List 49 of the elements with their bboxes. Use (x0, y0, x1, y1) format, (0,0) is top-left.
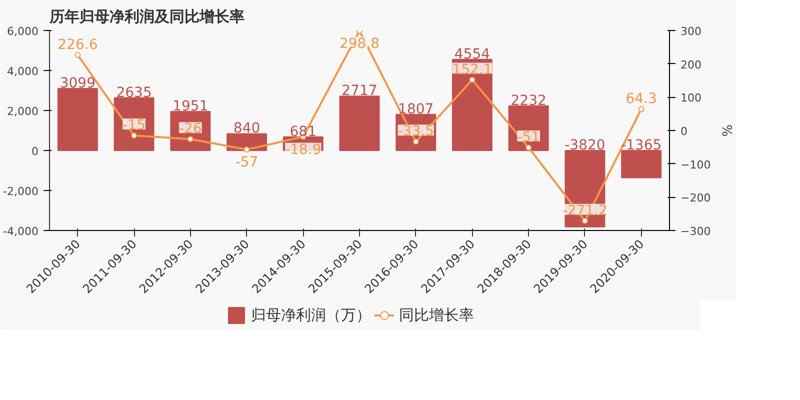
data-label: -18.9 (285, 142, 322, 158)
data-label: 64.3 (626, 91, 657, 108)
data-label: 2717 (342, 83, 378, 100)
y-tick-label: 6,000 (7, 25, 39, 38)
y-tick-label: 4,000 (7, 65, 39, 78)
data-label: -26 (178, 121, 202, 138)
data-label: 840 (233, 120, 260, 137)
y-tick-label: 2,000 (7, 105, 39, 118)
data-label: -57 (235, 154, 258, 170)
point (74, 52, 81, 58)
y-tick-label: -4,000 (3, 225, 39, 238)
bar (57, 88, 98, 151)
data-label: 1807 (398, 101, 434, 118)
y2-tick-label: −200 (680, 192, 711, 205)
y2-tick-label: −300 (680, 225, 711, 238)
y2-axis-title: % (718, 124, 734, 137)
bar (339, 96, 380, 151)
point (412, 138, 419, 145)
point (638, 106, 644, 112)
point (187, 136, 194, 142)
point (469, 76, 476, 83)
data-label: 226.6 (58, 36, 98, 53)
data-label: 298.8 (339, 36, 380, 52)
data-label: 2232 (510, 92, 546, 109)
point (526, 144, 532, 150)
chart-title: 历年归母净利润及同比增长率 (48, 8, 244, 26)
y-tick-label: 0 (32, 145, 38, 158)
data-label: -51 (517, 130, 540, 146)
data-label: 1951 (172, 98, 208, 114)
y2-tick-label: 0 (680, 125, 688, 138)
y2-tick-label: 300 (680, 25, 702, 38)
data-label: 3099 (60, 76, 96, 92)
y2-tick-label: 200 (680, 58, 702, 72)
data-label: 4554 (454, 46, 490, 62)
data-label: -15 (122, 118, 146, 134)
data-label: -33.5 (398, 124, 434, 140)
y-tick-label: -2,000 (3, 185, 39, 198)
point (131, 132, 138, 138)
y2-tick-label: −100 (680, 158, 711, 172)
data-label: 152.1 (452, 62, 492, 78)
legend-label: 归母净利润（万） (251, 306, 371, 324)
point (244, 146, 250, 152)
y2-tick-label: 100 (680, 92, 702, 105)
bar (621, 150, 662, 178)
data-label: -3820 (564, 138, 606, 154)
data-label: 2635 (116, 84, 152, 101)
point (582, 218, 588, 224)
data-label: -271.2 (562, 202, 608, 219)
legend-label: 同比增长率 (399, 306, 474, 324)
